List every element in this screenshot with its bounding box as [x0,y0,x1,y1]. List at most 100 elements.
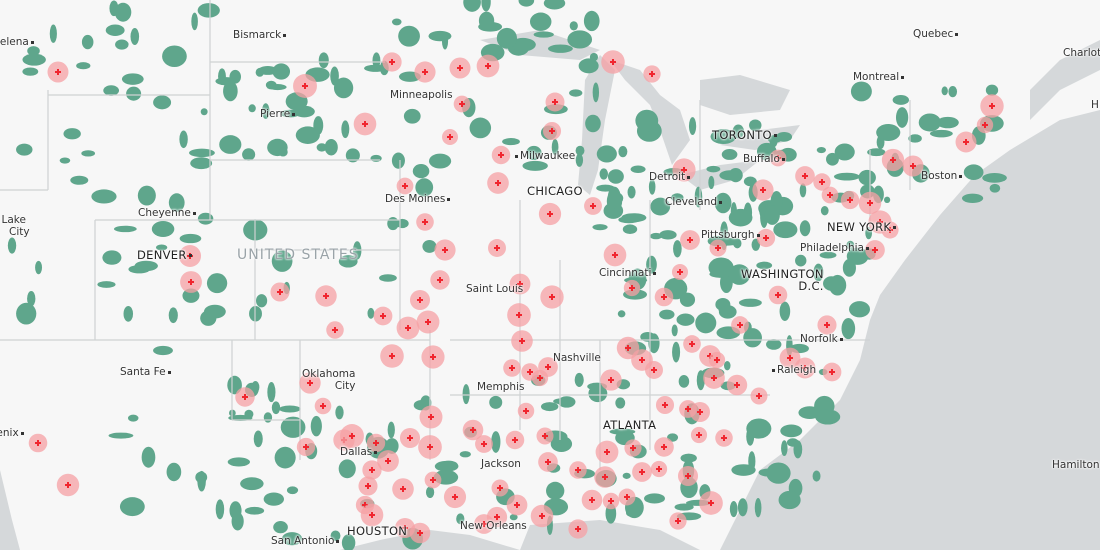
hotspot-marker[interactable] [624,439,642,457]
hotspot-marker[interactable] [315,285,337,307]
hotspot-marker[interactable] [491,145,511,165]
hotspot-marker[interactable] [353,112,377,136]
hotspot-marker[interactable] [594,466,616,488]
hotspot-marker[interactable] [677,465,699,487]
hotspot-marker[interactable] [377,450,399,472]
hotspot-marker[interactable] [418,435,442,459]
hotspot-marker[interactable] [360,503,384,527]
hotspot-marker[interactable] [881,148,905,172]
hotspot-marker[interactable] [683,335,701,353]
hotspot-marker[interactable] [726,374,748,396]
hotspot-marker[interactable] [414,61,436,83]
hotspot-marker[interactable] [416,213,434,231]
hotspot-marker[interactable] [340,424,364,448]
city-label-milwaukee[interactable]: Milwaukee [513,150,575,162]
hotspot-marker[interactable] [517,402,535,420]
hotspot-marker[interactable] [645,361,663,379]
hotspot-marker[interactable] [28,433,48,453]
hotspot-marker[interactable] [703,367,725,389]
hotspot-marker[interactable] [699,491,723,515]
hotspot-marker[interactable] [409,289,431,311]
hotspot-marker[interactable] [488,239,506,257]
hotspot-marker[interactable] [487,172,509,194]
hotspot-marker[interactable] [654,437,674,457]
city-label-santa-fe[interactable]: Santa Fe [120,366,173,378]
hotspot-marker[interactable] [955,131,977,153]
city-label-saint-louis[interactable]: Saint Louis [466,283,524,295]
hotspot-marker[interactable] [392,478,414,500]
hotspot-marker[interactable] [794,357,816,379]
hotspot-marker[interactable] [441,128,459,146]
city-label-chicago[interactable]: CHICAGO [527,184,583,198]
hotspot-marker[interactable] [865,240,885,260]
hotspot-marker[interactable] [521,363,539,381]
hotspot-marker[interactable] [709,239,727,257]
city-label-halifax[interactable]: H [1091,99,1099,111]
city-label-denver[interactable]: DENVER [137,249,194,261]
city-label-memphis[interactable]: Memphis [477,381,525,393]
hotspot-marker[interactable] [679,400,697,418]
hotspot-marker[interactable] [509,273,531,295]
hotspot-marker[interactable] [180,271,202,293]
hotspot-marker[interactable] [366,433,386,453]
hotspot-marker[interactable] [669,512,687,530]
hotspot-marker[interactable] [601,50,625,74]
hotspot-marker[interactable] [536,427,554,445]
city-label-san-antonio[interactable]: San Antonio [271,535,341,547]
hotspot-marker[interactable] [680,230,700,250]
city-label-atlanta[interactable]: ATLANTA [603,418,657,432]
hotspot-marker[interactable] [690,426,708,444]
hotspot-marker[interactable] [569,461,587,479]
hotspot-marker[interactable] [235,387,255,407]
hotspot-marker[interactable] [540,285,564,309]
city-label-buffalo[interactable]: Buffalo [743,153,787,165]
city-label-oklahoma-city[interactable]: Oklahoma City [302,368,356,392]
city-label-philadelphia[interactable]: Philadelphia [800,242,871,254]
city-label-hamilton[interactable]: Hamilton [1052,459,1100,471]
hotspot-marker[interactable] [503,359,521,377]
city-label-new-york[interactable]: NEW YORK [827,221,898,233]
hotspot-marker[interactable] [293,74,317,98]
hotspot-marker[interactable] [380,344,404,368]
hotspot-marker[interactable] [476,54,500,78]
hotspot-marker[interactable] [47,61,69,83]
hotspot-marker[interactable] [396,316,420,340]
hotspot-marker[interactable] [731,316,749,334]
hotspot-marker[interactable] [654,287,674,307]
hotspot-marker[interactable] [409,522,431,544]
hotspot-marker[interactable] [600,369,622,391]
hotspot-marker[interactable] [671,263,689,281]
hotspot-marker[interactable] [858,191,882,215]
hotspot-marker[interactable] [373,306,393,326]
city-label-norfolk[interactable]: Norfolk [800,333,845,345]
hotspot-marker[interactable] [769,149,787,167]
city-label-minneapolis[interactable]: Minneapolis [390,89,453,101]
hotspot-marker[interactable] [505,430,525,450]
hotspot-marker[interactable] [756,228,776,248]
hotspot-marker[interactable] [358,476,378,496]
hotspot-marker[interactable] [545,92,565,112]
hotspot-marker[interactable] [643,65,661,83]
hotspot-marker[interactable] [486,506,508,528]
hotspot-marker[interactable] [56,473,80,497]
hotspot-marker[interactable] [976,116,994,134]
hotspot-marker[interactable] [443,485,467,509]
hotspot-marker[interactable] [840,190,860,210]
city-label-raleigh[interactable]: Raleigh [770,364,816,376]
city-label-boston[interactable]: Boston [921,170,964,182]
hotspot-marker[interactable] [507,303,531,327]
hotspot-marker[interactable] [902,155,924,177]
hotspot-marker[interactable] [530,504,554,528]
hotspot-marker[interactable] [296,437,316,457]
hotspot-marker[interactable] [768,285,788,305]
hotspot-marker[interactable] [362,460,382,480]
hotspot-marker[interactable] [314,397,332,415]
city-label-pittsburgh[interactable]: Pittsburgh [701,229,762,241]
hotspot-marker[interactable] [618,488,636,506]
hotspot-marker[interactable] [449,57,471,79]
city-label-bismarck[interactable]: Bismarck [233,29,288,41]
hotspot-marker[interactable] [795,166,815,186]
hotspot-marker[interactable] [326,321,344,339]
